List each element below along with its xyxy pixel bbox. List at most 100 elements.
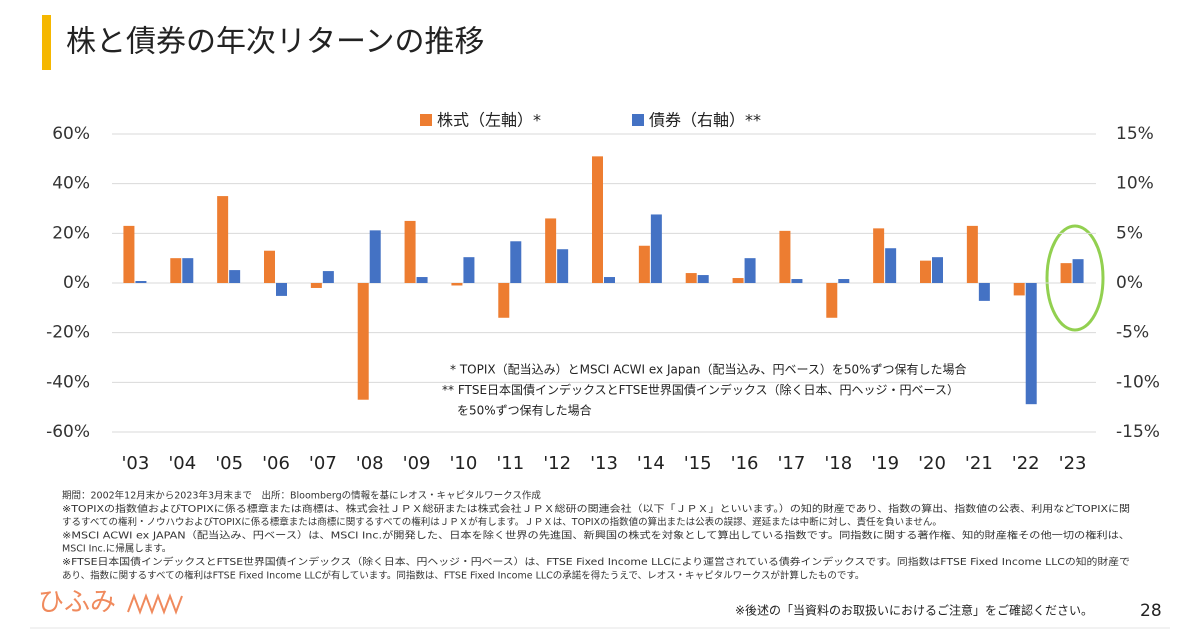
source-note: あり、指数に関するすべての権利はFTSE Fixed Income LLCが有し… bbox=[62, 569, 864, 581]
bar bbox=[170, 258, 182, 283]
bar bbox=[557, 249, 569, 283]
x-tick-label: '13 bbox=[590, 453, 618, 474]
bar bbox=[744, 258, 756, 283]
source-note: 期間：2002年12月末から2023年3月末まで 出所：Bloombergの情報… bbox=[62, 490, 541, 502]
bar bbox=[545, 218, 557, 283]
title-accent bbox=[42, 15, 51, 70]
x-tick-label: '12 bbox=[543, 453, 571, 474]
bar bbox=[182, 258, 194, 283]
logo-text: ひふみ bbox=[38, 588, 116, 618]
bar bbox=[920, 260, 931, 283]
bar bbox=[1072, 259, 1084, 283]
x-tick-label: '11 bbox=[496, 453, 524, 474]
source-note: ※TOPIXの指数値およびTOPIXに係る標章または商標は、株式会社ＪＰＸ総研ま… bbox=[62, 503, 1130, 515]
bar bbox=[510, 241, 522, 283]
y-tick-label: 40% bbox=[52, 174, 90, 194]
bar bbox=[932, 257, 943, 283]
bar bbox=[229, 270, 241, 283]
x-tick-label: '05 bbox=[215, 453, 243, 474]
y-tick-label: -20% bbox=[46, 323, 90, 343]
bar bbox=[732, 278, 744, 283]
x-tick-label: '22 bbox=[1012, 453, 1040, 474]
page-number: 28 bbox=[1140, 601, 1162, 621]
y2-tick-label: 15% bbox=[1116, 124, 1154, 144]
x-tick-label: '15 bbox=[684, 453, 712, 474]
x-tick-label: '16 bbox=[731, 453, 759, 474]
x-tick-label: '23 bbox=[1059, 453, 1087, 474]
legend-label: 株式（左軸）* bbox=[437, 111, 541, 130]
y2-tick-label: 10% bbox=[1116, 174, 1154, 194]
bar bbox=[638, 245, 650, 283]
x-tick-label: '06 bbox=[262, 453, 290, 474]
source-note: MSCI Inc.に帰属します。 bbox=[62, 543, 171, 555]
bar bbox=[697, 275, 709, 283]
bar bbox=[685, 273, 697, 283]
y-tick-label: 60% bbox=[52, 124, 90, 144]
bar bbox=[123, 225, 135, 283]
bar bbox=[357, 283, 369, 400]
bar bbox=[276, 283, 287, 296]
x-tick-label: '21 bbox=[965, 453, 993, 474]
bar bbox=[885, 248, 897, 283]
bar bbox=[264, 250, 275, 283]
bar bbox=[791, 279, 803, 283]
x-tick-label: '08 bbox=[356, 453, 384, 474]
bar bbox=[592, 156, 603, 283]
y2-tick-label: -10% bbox=[1116, 372, 1160, 392]
bar bbox=[463, 257, 475, 283]
chart-annotation: を50%ずつ保有した場合 bbox=[457, 403, 592, 418]
bar bbox=[838, 279, 850, 283]
x-tick-label: '04 bbox=[168, 453, 196, 474]
y-tick-label: 0% bbox=[63, 273, 90, 293]
x-tick-label: '14 bbox=[637, 453, 665, 474]
bar bbox=[978, 283, 990, 301]
bar bbox=[451, 283, 463, 286]
x-tick-label: '20 bbox=[918, 453, 946, 474]
slide-title: 株と債券の年次リターンの推移 bbox=[66, 25, 485, 60]
legend-swatch bbox=[632, 114, 644, 126]
y2-tick-label: -15% bbox=[1116, 422, 1160, 442]
bar bbox=[604, 277, 615, 283]
x-tick-label: '03 bbox=[121, 453, 149, 474]
bar bbox=[322, 271, 334, 283]
y-tick-label: 20% bbox=[52, 223, 90, 243]
source-note: するすべての権利・ノウハウおよびTOPIXに係る標章または商標に関するすべての権… bbox=[62, 516, 942, 528]
y-tick-label: -60% bbox=[46, 422, 90, 442]
bar bbox=[1025, 283, 1037, 405]
bar bbox=[416, 277, 428, 283]
disclaimer: ※後述の「当資料のお取扱いにおけるご注意」をご確認ください。 bbox=[735, 603, 1093, 618]
chart-annotation: ** FTSE日本国債インデックスとFTSE世界国債インデックス（除く日本、円ヘ… bbox=[442, 382, 959, 397]
y-tick-label: -40% bbox=[46, 372, 90, 392]
source-note: ※FTSE日本国債インデックスとFTSE世界国債インデックス（除く日本、円ヘッジ… bbox=[62, 556, 1130, 568]
y2-tick-label: -5% bbox=[1116, 323, 1149, 343]
bar bbox=[779, 230, 791, 283]
chart-annotation: * TOPIX（配当込み）とMSCI ACWI ex Japan（配当込み、円ベ… bbox=[450, 362, 967, 377]
x-tick-label: '18 bbox=[824, 453, 852, 474]
y2-tick-label: 5% bbox=[1116, 223, 1143, 243]
legend-swatch bbox=[420, 114, 432, 126]
x-tick-label: '07 bbox=[309, 453, 337, 474]
bar bbox=[873, 228, 885, 283]
bar bbox=[826, 283, 838, 318]
bar bbox=[404, 220, 416, 283]
bar bbox=[135, 281, 147, 283]
highlight-ellipse bbox=[1045, 224, 1105, 332]
bar bbox=[310, 283, 322, 288]
bar bbox=[1013, 283, 1025, 296]
x-tick-label: '19 bbox=[871, 453, 899, 474]
bar bbox=[217, 196, 229, 283]
y2-tick-label: 0% bbox=[1116, 273, 1143, 293]
logo: ひふみ bbox=[38, 588, 183, 618]
legend-label: 債券（右軸）** bbox=[649, 111, 761, 130]
bar bbox=[966, 225, 978, 283]
x-tick-label: '09 bbox=[403, 453, 431, 474]
source-note: ※MSCI ACWI ex JAPAN（配当込み、円ベース）は、MSCI Inc… bbox=[62, 529, 1130, 541]
bar bbox=[650, 214, 662, 283]
bar bbox=[1060, 263, 1072, 283]
bar bbox=[369, 230, 381, 283]
bar bbox=[498, 283, 510, 318]
x-tick-label: '17 bbox=[777, 453, 805, 474]
x-tick-label: '10 bbox=[449, 453, 477, 474]
logo-mark bbox=[127, 593, 183, 615]
